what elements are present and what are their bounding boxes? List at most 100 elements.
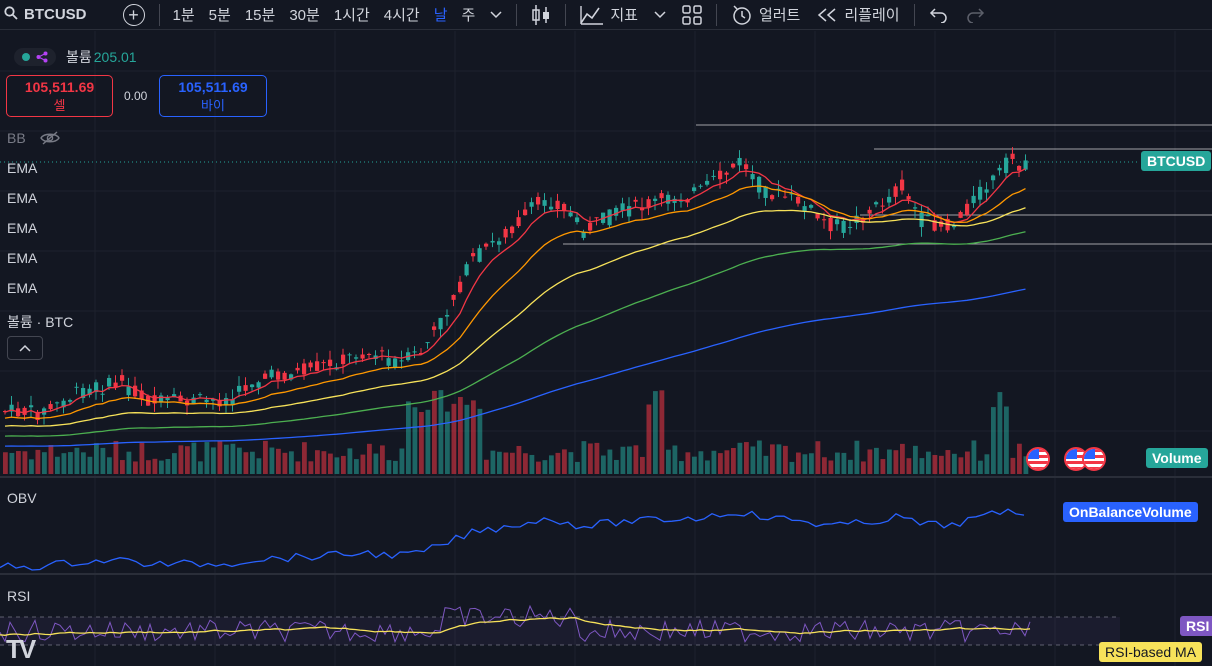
redo-icon <box>966 7 984 23</box>
buy-button[interactable]: 105,511.69 바이 <box>159 75 267 117</box>
candle-body <box>490 240 495 243</box>
volume-bar <box>646 404 652 474</box>
chart-area[interactable] <box>0 31 1212 666</box>
candle-body <box>646 199 651 208</box>
interval-15m[interactable]: 15분 <box>244 7 276 24</box>
candle-body <box>952 225 957 228</box>
volume-bar <box>848 459 853 474</box>
volume-bar <box>165 458 171 474</box>
candle-body <box>81 387 86 399</box>
undo-button[interactable] <box>921 0 957 29</box>
candle-body <box>484 243 489 247</box>
indicators-button[interactable]: 지표 <box>572 0 646 29</box>
volume-bar <box>282 452 288 474</box>
obv-pane-label[interactable]: OBV <box>7 490 37 506</box>
candle-body <box>269 369 274 378</box>
symbol-search[interactable]: BTCUSD <box>0 5 93 24</box>
indicators-dropdown[interactable] <box>646 0 674 29</box>
legend-pill[interactable] <box>14 48 56 66</box>
candle-body <box>302 363 307 375</box>
ema-label-3[interactable]: EMA <box>7 220 38 236</box>
volume-bar <box>191 442 197 474</box>
candle-body <box>542 200 547 206</box>
volume-bar <box>328 453 333 474</box>
candle-body <box>932 220 937 231</box>
add-symbol-button[interactable]: + <box>115 0 153 29</box>
candle-body <box>347 354 352 356</box>
buy-price: 105,511.69 <box>178 78 248 95</box>
candle-body <box>614 207 619 216</box>
volume-bar <box>87 456 93 474</box>
redo-button[interactable] <box>957 0 993 29</box>
volume-bar <box>952 453 957 474</box>
candle-body <box>256 382 261 388</box>
volume-bar <box>107 457 112 474</box>
candle-body <box>698 185 703 187</box>
interval-1h[interactable]: 1시간 <box>333 7 370 24</box>
ema-label-4[interactable]: EMA <box>7 250 38 266</box>
candle-body <box>282 372 287 380</box>
candle-body <box>458 281 463 293</box>
volume-bar <box>906 458 912 474</box>
candle-body <box>224 398 229 406</box>
flag-us-icon[interactable] <box>1026 447 1050 471</box>
candle-body <box>412 351 417 353</box>
volume-bar <box>724 450 730 474</box>
interval-4h[interactable]: 4시간 <box>383 7 420 24</box>
candle-body <box>243 385 248 391</box>
interval-5m[interactable]: 5분 <box>208 7 231 24</box>
volume-bar <box>887 449 892 474</box>
candle-body <box>419 352 424 355</box>
volume-bar <box>971 440 977 474</box>
collapse-legend-button[interactable] <box>7 336 43 360</box>
candle-body <box>796 196 801 204</box>
candle-body <box>653 198 658 201</box>
volume-pane-label[interactable]: 볼륨 · BTC <box>7 314 74 330</box>
candle-body <box>848 226 853 228</box>
volume-bar <box>237 447 242 474</box>
candle-body <box>978 186 983 200</box>
volume-bar <box>159 460 164 474</box>
volume-bar <box>133 461 138 474</box>
interval-week[interactable]: 주 <box>461 7 476 24</box>
bb-indicator-row[interactable]: BB <box>7 130 60 146</box>
volume-bar <box>770 444 775 474</box>
candle-body <box>276 371 281 380</box>
obv-line <box>0 508 1025 571</box>
chart-type-button[interactable] <box>523 0 559 29</box>
interval-30m[interactable]: 30분 <box>289 7 320 24</box>
alert-button[interactable]: 얼러트 <box>723 0 808 29</box>
candle-body <box>399 360 404 362</box>
sell-button[interactable]: 105,511.69 셀 <box>6 75 113 117</box>
volume-bar <box>978 460 983 474</box>
flag-us-icon[interactable] <box>1082 447 1106 471</box>
interval-dropdown[interactable] <box>482 0 510 29</box>
price-chart[interactable] <box>0 31 1212 666</box>
candle-body <box>1004 157 1009 174</box>
ema-label-1[interactable]: EMA <box>7 160 38 176</box>
candle-body <box>731 163 736 168</box>
layout-button[interactable] <box>674 0 710 29</box>
candle-body <box>900 179 905 191</box>
volume-bar <box>744 442 749 474</box>
candle-body <box>432 326 437 330</box>
volume-bar <box>510 452 515 474</box>
rsi-pane-label[interactable]: RSI <box>7 588 31 604</box>
candle-body <box>289 374 294 380</box>
interval-1m[interactable]: 1분 <box>172 7 195 24</box>
volume-bar <box>516 445 522 474</box>
candle-body <box>763 186 768 198</box>
interval-day[interactable]: 날 <box>433 7 448 24</box>
candle-body <box>230 399 235 406</box>
volume-bar <box>334 457 340 474</box>
candle-body <box>211 399 216 401</box>
volume-bar <box>406 401 411 474</box>
candle-body <box>126 386 131 396</box>
eye-off-icon[interactable] <box>39 130 60 146</box>
ema-label-5[interactable]: EMA <box>7 280 38 296</box>
top-toolbar: BTCUSD + 1분 5분 15분 30분 1시간 4시간 날 주 지표 얼러… <box>0 0 1212 30</box>
tradingview-logo[interactable]: TV <box>6 634 36 664</box>
volume-bar <box>997 392 1003 474</box>
ema-label-2[interactable]: EMA <box>7 190 38 206</box>
replay-button[interactable]: 리플레이 <box>808 0 907 29</box>
